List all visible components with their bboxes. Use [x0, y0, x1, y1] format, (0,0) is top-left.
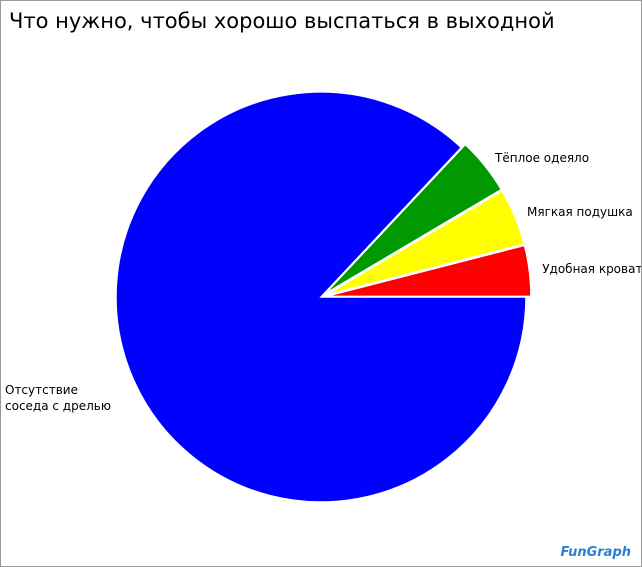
pie-slice	[324, 143, 503, 295]
slice-label: Удобная кровать	[542, 262, 642, 277]
watermark: FunGraph	[560, 545, 631, 560]
pie-slice	[325, 244, 532, 298]
slice-label: Тёплое одеяло	[495, 150, 590, 165]
slice-label: Мягкая подушка	[527, 204, 633, 219]
pie-slice	[115, 91, 527, 503]
chart-title: Что нужно, чтобы хорошо выспаться в выхо…	[9, 9, 555, 33]
pie-slice	[325, 189, 526, 296]
slice-label: Отсутствие соседа с дрелью	[5, 382, 111, 413]
